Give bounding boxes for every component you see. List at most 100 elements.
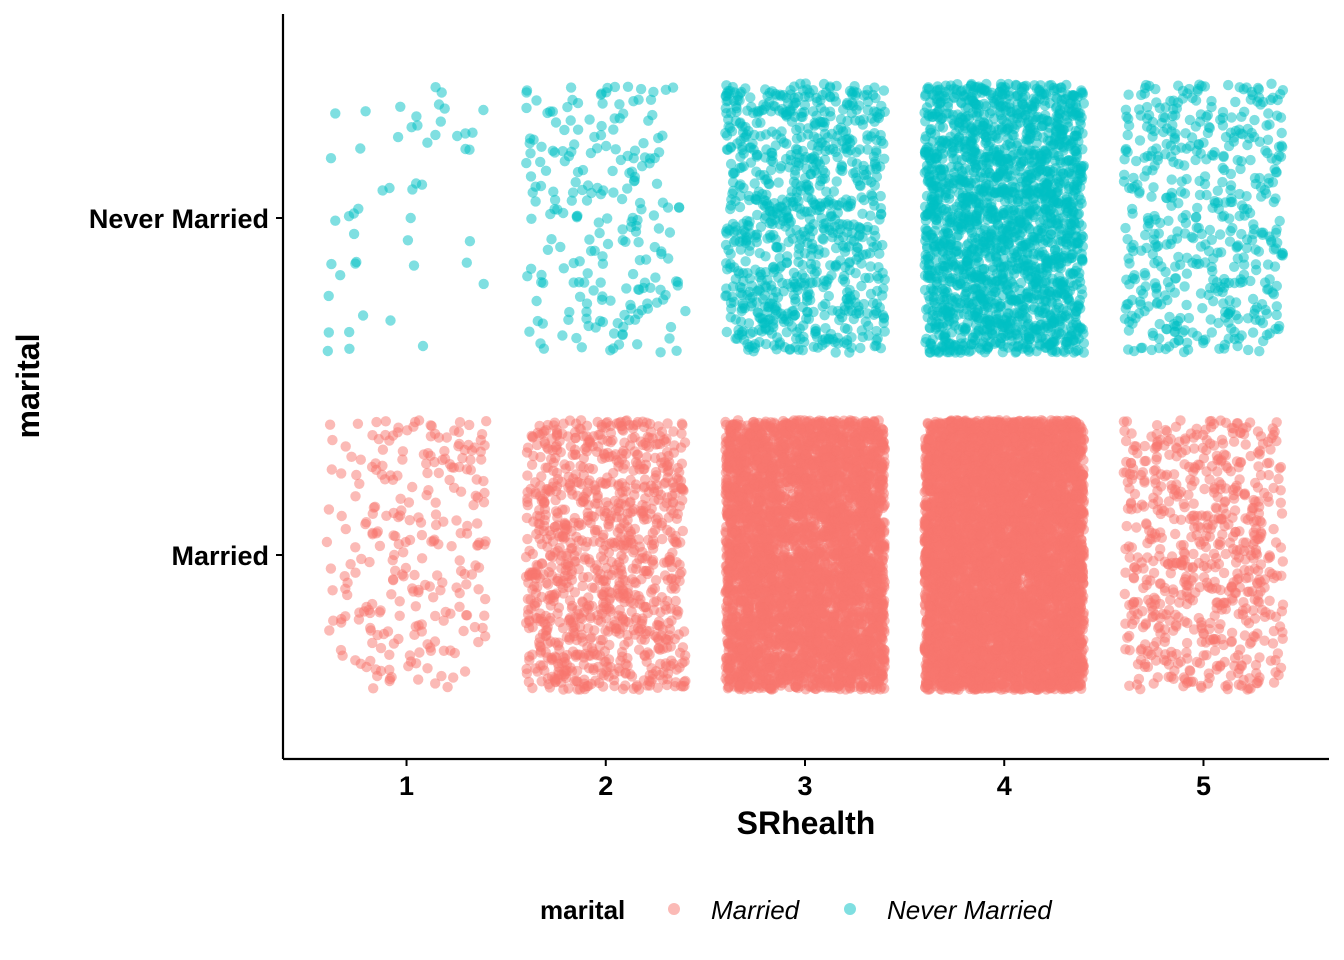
data-point: [560, 565, 571, 576]
data-point: [662, 418, 673, 429]
data-point: [397, 446, 409, 457]
data-point: [324, 419, 336, 430]
data-point: [470, 490, 481, 501]
data-point: [572, 605, 583, 616]
data-point: [569, 587, 581, 598]
data-point: [802, 561, 813, 572]
data-point: [469, 621, 481, 633]
data-point: [542, 652, 553, 663]
data-point: [422, 467, 433, 479]
data-point: [416, 529, 428, 541]
data-point: [350, 491, 361, 502]
data-point: [326, 464, 337, 475]
data-point: [459, 568, 470, 580]
data-point: [645, 426, 657, 437]
data-point: [442, 681, 453, 693]
data-point: [551, 485, 562, 497]
data-point: [436, 670, 447, 682]
data-point: [363, 604, 374, 616]
data-point: [407, 583, 418, 594]
data-point: [521, 512, 533, 524]
data-point: [543, 679, 554, 690]
data-point: [377, 460, 388, 471]
data-point: [454, 601, 465, 612]
data-point: [662, 674, 673, 685]
data-point: [375, 642, 387, 654]
data-point: [433, 432, 445, 443]
data-point: [656, 592, 668, 603]
data-point: [558, 684, 569, 695]
data-point: [425, 420, 436, 431]
data-point: [524, 651, 535, 662]
data-point: [620, 575, 631, 586]
data-point: [640, 601, 651, 613]
data-point: [540, 630, 551, 642]
data-point: [672, 508, 683, 520]
data-point: [550, 506, 562, 517]
data-point: [587, 441, 598, 452]
data-point: [524, 616, 535, 627]
data-point: [522, 496, 533, 508]
data-point: [451, 515, 462, 526]
data-point: [398, 571, 409, 582]
data-point: [410, 621, 421, 632]
data-point: [578, 572, 589, 583]
data-point: [465, 454, 476, 466]
data-point: [410, 658, 422, 669]
data-point: [407, 481, 418, 493]
data-point: [579, 443, 591, 455]
data-point: [440, 606, 451, 618]
data-point: [547, 445, 558, 456]
data-point: [395, 493, 406, 504]
data-point: [372, 629, 383, 641]
data-point: [606, 510, 617, 521]
data-point: [455, 486, 467, 497]
data-point: [397, 454, 408, 465]
data-point: [558, 652, 569, 663]
data-point: [370, 664, 381, 675]
data-point: [596, 453, 608, 464]
data-point: [530, 663, 541, 674]
data-point: [532, 561, 544, 572]
data-point: [394, 610, 405, 621]
data-point: [337, 650, 348, 661]
data-point: [662, 492, 673, 503]
data-point: [592, 490, 603, 501]
data-point: [461, 579, 472, 590]
data-point: [570, 556, 581, 567]
data-point: [548, 457, 559, 468]
data-point: [428, 592, 439, 603]
data-point: [429, 534, 440, 545]
data-point: [586, 632, 597, 643]
data-point: [375, 605, 386, 616]
series-married: [321, 415, 1289, 695]
data-point: [350, 567, 361, 578]
data-point: [643, 442, 655, 453]
data-point: [659, 557, 670, 568]
data-point: [676, 418, 688, 429]
data-point: [473, 636, 484, 648]
data-point: [630, 483, 641, 494]
data-point: [576, 519, 587, 530]
data-point: [571, 634, 582, 646]
data-point: [371, 416, 382, 428]
data-point: [534, 525, 545, 536]
data-point: [678, 626, 690, 637]
data-point: [323, 504, 335, 515]
data-point: [527, 584, 538, 595]
data-point: [384, 649, 395, 660]
data-point: [342, 577, 353, 588]
data-point: [616, 611, 628, 622]
data-point: [537, 428, 548, 439]
data-point: [672, 609, 683, 620]
data-point: [361, 517, 372, 528]
data-point: [647, 584, 658, 595]
data-point: [422, 663, 433, 674]
data-point: [567, 449, 578, 461]
data-point: [604, 639, 615, 651]
data-point: [594, 536, 606, 548]
points-layer: [321, 78, 1289, 695]
data-point: [605, 621, 616, 632]
